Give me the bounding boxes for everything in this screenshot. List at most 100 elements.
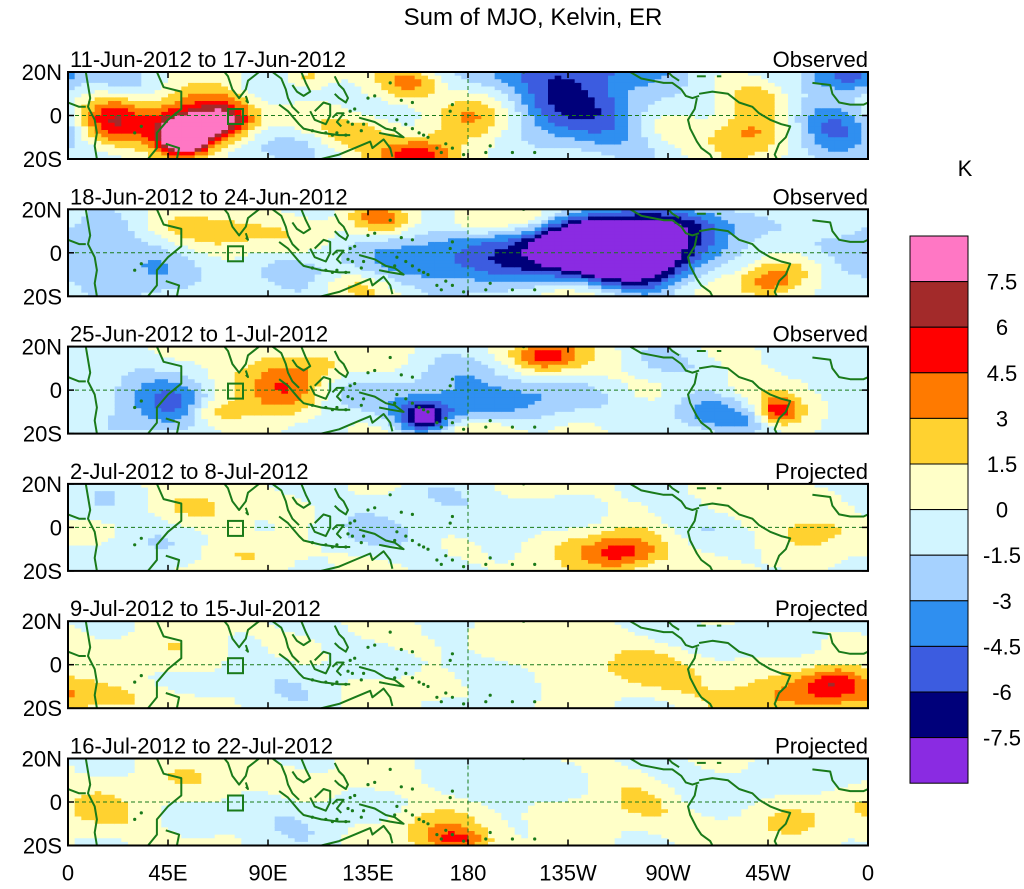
anomaly-cell <box>568 97 576 102</box>
anomaly-cell <box>494 238 502 243</box>
anomaly-cell <box>108 267 116 272</box>
anomaly-cell <box>368 285 376 290</box>
anomaly-cell <box>468 115 476 120</box>
anomaly-cell <box>821 137 829 142</box>
anomaly-cell <box>508 267 516 272</box>
anomaly-cell <box>754 82 762 88</box>
anomaly-cell <box>174 220 182 225</box>
anomaly-cell <box>394 281 402 287</box>
anomaly-cell <box>208 155 216 159</box>
anomaly-cell <box>548 111 556 117</box>
anomaly-cell <box>314 245 322 250</box>
anomaly-cell <box>701 137 709 142</box>
anomaly-cell <box>414 263 422 268</box>
anomaly-cell <box>728 108 736 113</box>
anomaly-cell <box>341 137 349 142</box>
anomaly-cell <box>828 119 836 124</box>
anomaly-cell <box>848 86 856 91</box>
anomaly-cell <box>588 130 596 135</box>
anomaly-cell <box>368 245 376 250</box>
anomaly-cell <box>694 151 702 156</box>
anomaly-cell <box>168 285 176 290</box>
anomaly-cell <box>161 108 169 113</box>
anomaly-cell <box>541 212 549 218</box>
anomaly-cell <box>161 238 169 243</box>
anomaly-cell <box>94 115 102 120</box>
anomaly-cell <box>648 93 656 98</box>
anomaly-cell <box>488 97 496 102</box>
anomaly-cell <box>601 151 609 156</box>
anomaly-cell <box>808 97 816 102</box>
anomaly-cell <box>628 119 636 124</box>
anomaly-cell <box>441 82 449 88</box>
anomaly-cell <box>788 126 796 131</box>
anomaly-cell <box>608 267 616 272</box>
anomaly-cell <box>668 79 676 84</box>
anomaly-cell <box>154 227 162 232</box>
anomaly-cell <box>114 115 122 120</box>
anomaly-cell <box>488 234 496 239</box>
anomaly-cell <box>628 126 636 131</box>
anomaly-cell <box>268 231 276 236</box>
anomaly-cell <box>141 108 149 113</box>
anomaly-cell <box>354 93 362 98</box>
anomaly-cell <box>474 155 482 159</box>
anomaly-cell <box>68 151 76 156</box>
anomaly-cell <box>794 148 802 153</box>
anomaly-cell <box>801 97 809 102</box>
anomaly-cell <box>728 119 736 124</box>
anomaly-cell <box>188 97 196 102</box>
anomaly-cell <box>621 220 629 225</box>
anomaly-cell <box>234 155 242 159</box>
anomaly-cell <box>568 90 576 95</box>
anomaly-cell <box>254 119 262 124</box>
anomaly-cell <box>828 97 836 102</box>
anomaly-cell <box>161 79 169 84</box>
anomaly-cell <box>594 82 602 88</box>
anomaly-cell <box>274 241 282 247</box>
anomaly-cell <box>128 111 136 117</box>
anomaly-cell <box>341 155 349 159</box>
anomaly-cell <box>341 245 349 250</box>
anomaly-cell <box>408 140 416 146</box>
anomaly-cell <box>281 234 289 239</box>
anomaly-cell <box>414 151 422 156</box>
anomaly-cell <box>301 144 309 149</box>
anomaly-cell <box>441 212 449 218</box>
anomaly-cell <box>408 289 416 294</box>
anomaly-cell <box>88 155 96 159</box>
anomaly-cell <box>794 137 802 142</box>
anomaly-cell <box>701 86 709 91</box>
anomaly-cell <box>394 122 402 127</box>
anomaly-cell <box>574 93 582 98</box>
anomaly-cell <box>121 137 129 142</box>
anomaly-cell <box>121 238 129 243</box>
anomaly-cell <box>368 231 376 236</box>
anomaly-cell <box>261 148 269 153</box>
anomaly-cell <box>701 82 709 88</box>
anomaly-cell <box>148 260 156 265</box>
anomaly-cell <box>734 137 742 142</box>
anomaly-cell <box>354 289 362 294</box>
anomaly-cell <box>548 281 556 287</box>
anomaly-cell <box>68 285 76 290</box>
island <box>335 131 339 135</box>
anomaly-cell <box>801 151 809 156</box>
anomaly-cell <box>414 93 422 98</box>
anomaly-cell <box>88 209 96 214</box>
anomaly-cell <box>608 101 616 106</box>
anomaly-cell <box>154 144 162 149</box>
anomaly-cell <box>134 75 142 80</box>
anomaly-cell <box>481 216 489 221</box>
anomaly-cell <box>414 79 422 84</box>
anomaly-cell <box>261 216 269 221</box>
anomaly-cell <box>288 119 296 124</box>
anomaly-cell <box>114 140 122 146</box>
anomaly-cell <box>834 86 842 91</box>
anomaly-cell <box>454 285 462 290</box>
anomaly-cell <box>148 263 156 268</box>
anomaly-cell <box>828 75 836 80</box>
anomaly-cell <box>334 130 342 135</box>
anomaly-cell <box>281 130 289 135</box>
anomaly-cell <box>134 119 142 124</box>
